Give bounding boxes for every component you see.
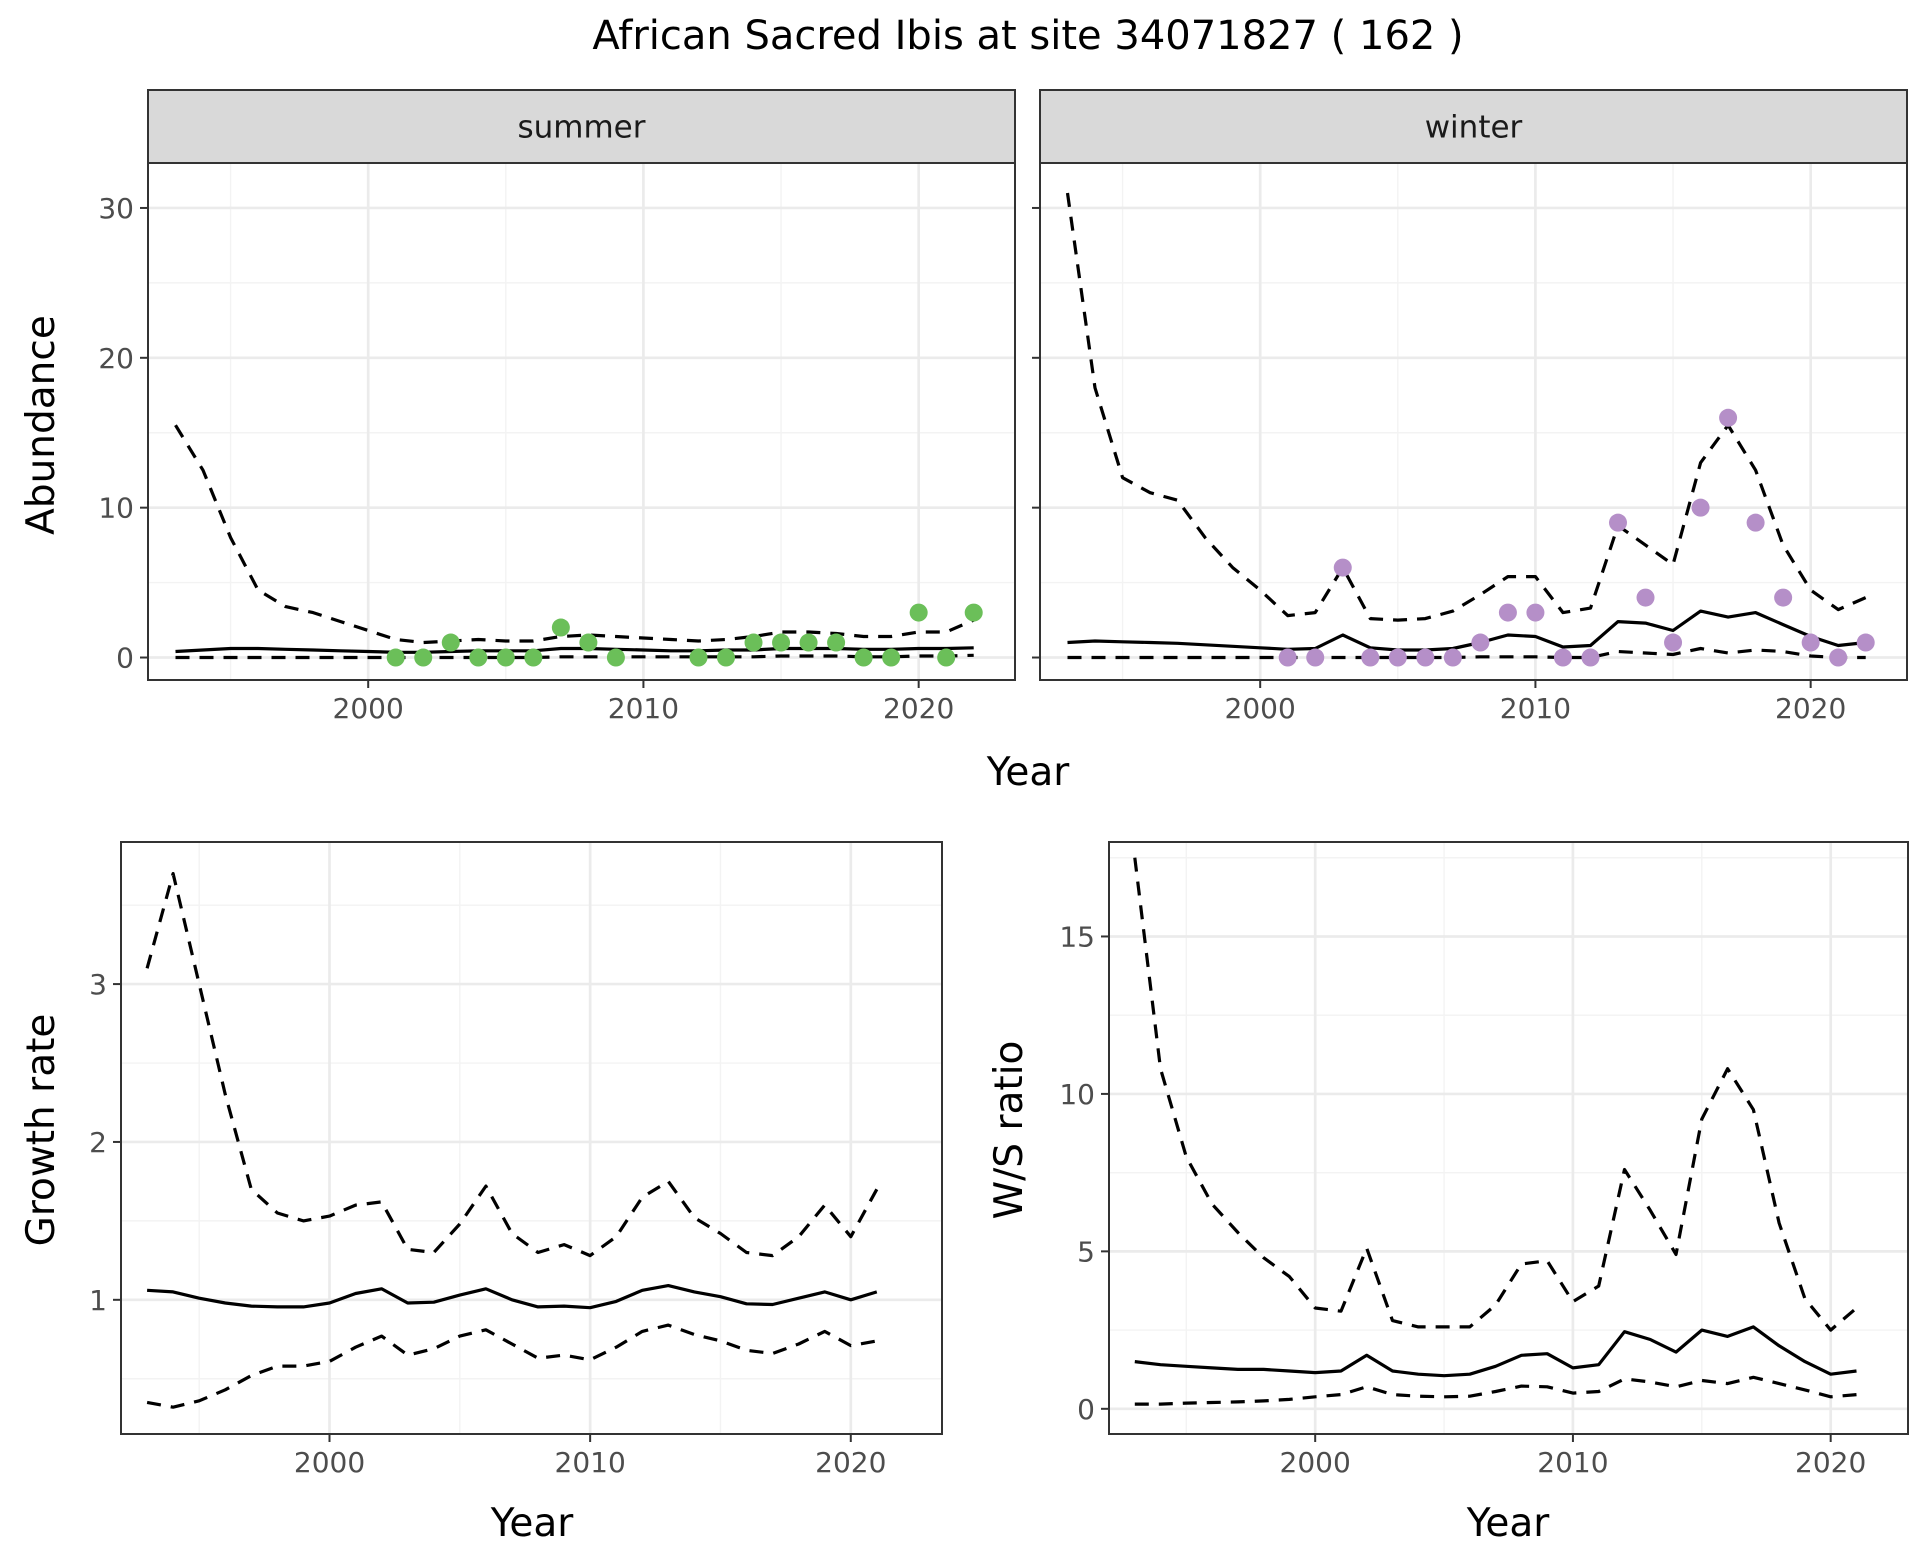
lower-interval-line xyxy=(1134,1375,1857,1406)
y-tick-label: 2 xyxy=(89,1126,107,1159)
observed-count-point xyxy=(469,648,488,667)
observed-count-point xyxy=(1691,498,1710,517)
observed-count-point xyxy=(1774,588,1793,607)
observed-count-point xyxy=(882,648,901,667)
x-tick-label: 2000 xyxy=(1225,692,1296,725)
lower-interval-line xyxy=(1067,646,1866,660)
ratio-y-axis-title: W/S ratio xyxy=(987,1041,1032,1220)
observed-count-point xyxy=(1388,648,1407,667)
upper-interval-line xyxy=(174,424,975,645)
facet-strip-label: summer xyxy=(517,110,645,146)
facet-strip-label: winter xyxy=(1425,110,1523,146)
lower-interval-line xyxy=(175,653,974,660)
observed-count-point xyxy=(799,633,818,652)
x-tick-label: 2010 xyxy=(1500,692,1571,725)
observed-count-point xyxy=(1333,558,1352,577)
x-tick-label: 2020 xyxy=(1795,1446,1866,1479)
observed-count-point xyxy=(772,633,791,652)
x-tick-label: 2020 xyxy=(1775,692,1846,725)
lower-interval-line xyxy=(146,1323,878,1409)
figure-title: African Sacred Ibis at site 34071827 ( 1… xyxy=(592,13,1463,59)
y-tick-label: 0 xyxy=(1077,1393,1095,1426)
observed-count-point xyxy=(1581,648,1600,667)
observed-count-point xyxy=(1856,633,1875,652)
observed-count-point xyxy=(1801,633,1820,652)
abundance-y-axis-title: Abundance xyxy=(19,315,64,535)
mean-line xyxy=(1067,609,1866,652)
mean-line xyxy=(147,1284,878,1310)
x-tick-label: 2010 xyxy=(608,692,679,725)
growth-rate-panel: 2000 2010 2020 1 2 3 xyxy=(89,841,943,1479)
observed-count-point xyxy=(909,603,928,622)
growth-y-axis-title: Growth rate xyxy=(19,1014,64,1247)
observed-count-point xyxy=(1746,513,1765,532)
panel-border xyxy=(1108,841,1909,1435)
observed-count-point xyxy=(1553,648,1572,667)
facet-strip xyxy=(1039,89,1908,164)
y-tick-label: 0 xyxy=(116,642,134,675)
observed-count-point xyxy=(1471,633,1490,652)
observed-count-point xyxy=(1498,603,1517,622)
x-tick-label: 2010 xyxy=(1537,1446,1608,1479)
x-tick-label: 2000 xyxy=(333,692,404,725)
x-tick-label: 2010 xyxy=(555,1446,626,1479)
x-tick-label: 2020 xyxy=(883,692,954,725)
observed-count-point xyxy=(441,633,460,652)
observed-count-point xyxy=(1719,408,1738,427)
observed-count-point xyxy=(827,633,846,652)
upper-interval-line xyxy=(1133,857,1858,1332)
observed-count-point xyxy=(386,648,405,667)
observed-count-point xyxy=(744,633,763,652)
x-tick-label: 2020 xyxy=(815,1446,886,1479)
observed-count-point xyxy=(854,648,873,667)
x-tick-label: 2000 xyxy=(1280,1446,1351,1479)
abundance-x-axis-title: Year xyxy=(986,750,1071,795)
observed-count-point xyxy=(689,648,708,667)
observed-count-point xyxy=(1526,603,1545,622)
ws-ratio-panel: 2000 2010 2020 0 5 10 15 xyxy=(1059,841,1909,1479)
y-tick-label: 3 xyxy=(89,968,107,1001)
observed-count-point xyxy=(1829,648,1848,667)
mean-line xyxy=(1134,1325,1857,1378)
observed-count-point xyxy=(579,633,598,652)
winter-abundance-panel: winter 2000 2010 2020 xyxy=(1032,89,1908,725)
y-tick-label: 30 xyxy=(98,192,134,225)
y-tick-label: 1 xyxy=(89,1284,107,1317)
y-tick-label: 10 xyxy=(98,492,134,525)
y-tick-label: 15 xyxy=(1059,920,1095,953)
summer-abundance-panel: summer 2000 2010 2020 0 10 20 30 xyxy=(98,89,1016,725)
upper-interval-line xyxy=(1065,192,1867,622)
ratio-x-axis-title: Year xyxy=(1466,1501,1551,1546)
y-tick-label: 10 xyxy=(1059,1078,1095,1111)
observed-count-point xyxy=(717,648,735,667)
y-tick-label: 5 xyxy=(1077,1235,1095,1268)
observed-count-point xyxy=(1443,648,1462,667)
observed-count-point xyxy=(524,648,543,667)
observed-count-point xyxy=(1306,648,1325,667)
x-tick-label: 2000 xyxy=(294,1446,365,1479)
y-tick-label: 20 xyxy=(98,342,134,375)
facet-strip xyxy=(147,89,1016,164)
observed-count-point xyxy=(1636,588,1655,607)
observed-count-point xyxy=(414,648,433,667)
observed-count-point xyxy=(1278,648,1297,667)
observed-count-point xyxy=(1361,648,1380,667)
growth-x-axis-title: Year xyxy=(490,1501,575,1546)
observed-count-point xyxy=(1609,513,1627,532)
observed-count-point xyxy=(937,648,956,667)
observed-count-point xyxy=(606,648,625,667)
observed-count-point xyxy=(1416,648,1435,667)
observed-count-point xyxy=(551,618,570,637)
observed-count-point xyxy=(964,603,983,622)
panel-border xyxy=(120,841,943,1435)
observed-count-point xyxy=(1664,633,1683,652)
observed-count-point xyxy=(496,648,515,667)
